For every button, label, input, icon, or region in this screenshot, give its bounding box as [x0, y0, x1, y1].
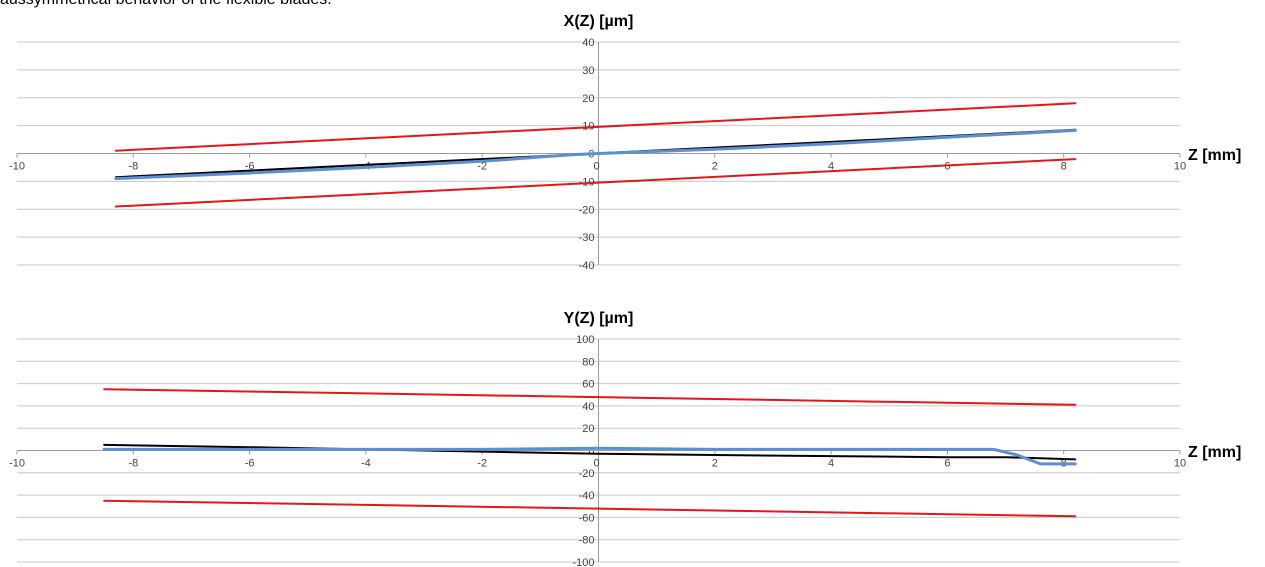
y-xtick-label: -6 [245, 458, 255, 470]
y-x-axis-label: Z [mm] [1188, 444, 1241, 461]
x-series-line-3 [114, 128, 1077, 181]
y-ytick-label: 60 [582, 379, 594, 391]
x-ytick-label: -30 [579, 232, 595, 244]
y-ytick-label: -60 [579, 512, 595, 524]
y-xtick-label: -2 [477, 458, 487, 470]
x-ytick-label: -40 [579, 260, 595, 272]
y-ytick-label: -80 [579, 535, 595, 547]
x-chart-title: X(Z) [µm] [564, 13, 634, 30]
x-xtick-label: 10 [1174, 161, 1186, 173]
y-chart-title: Y(Z) [µm] [564, 310, 634, 327]
x-ytick-label: 40 [582, 37, 594, 49]
x-ytick-label: 30 [582, 65, 594, 77]
y-xtick-label: 2 [712, 458, 718, 470]
y-ytick-label: 40 [582, 401, 594, 413]
x-x-axis-label: Z [mm] [1188, 147, 1241, 164]
x-series-line-0 [114, 102, 1077, 152]
x-xtick-label: -6 [245, 161, 255, 173]
y-ytick-label: 0 [588, 446, 594, 458]
y-ytick-label: -40 [579, 490, 595, 502]
y-xtick-label: -8 [128, 458, 138, 470]
x-xtick-label: 6 [944, 161, 950, 173]
y-xtick-label: -4 [361, 458, 371, 470]
y-ytick-label: -20 [579, 468, 595, 480]
y-ytick-label: 100 [576, 334, 594, 346]
x-xtick-label: 4 [828, 161, 834, 173]
y-series-line-0 [103, 388, 1077, 406]
y-xtick-label: -10 [9, 458, 25, 470]
y-series-line-1 [103, 499, 1077, 518]
y-ytick-label: 80 [582, 356, 594, 368]
caption-text: aussymmetrical behavior of the flexible … [0, 0, 332, 9]
x-xtick-label: 2 [712, 161, 718, 173]
y-xtick-label: 10 [1174, 458, 1186, 470]
y-ytick-label: -100 [572, 557, 594, 567]
x-ytick-label: 20 [582, 93, 594, 105]
x-ytick-label: -20 [579, 204, 595, 216]
y-series-line-3 [102, 446, 1077, 466]
x-series-line-1 [114, 158, 1077, 208]
y-xtick-label: 0 [593, 458, 599, 470]
x-xtick-label: 0 [593, 161, 599, 173]
x-xtick-label: -2 [477, 161, 487, 173]
y-xtick-label: 6 [944, 458, 950, 470]
x-xtick-label: 8 [1061, 161, 1067, 173]
x-xtick-label: -8 [128, 161, 138, 173]
x-xtick-label: -10 [9, 161, 25, 173]
y-ytick-label: 20 [582, 423, 594, 435]
y-xtick-label: 4 [828, 458, 834, 470]
